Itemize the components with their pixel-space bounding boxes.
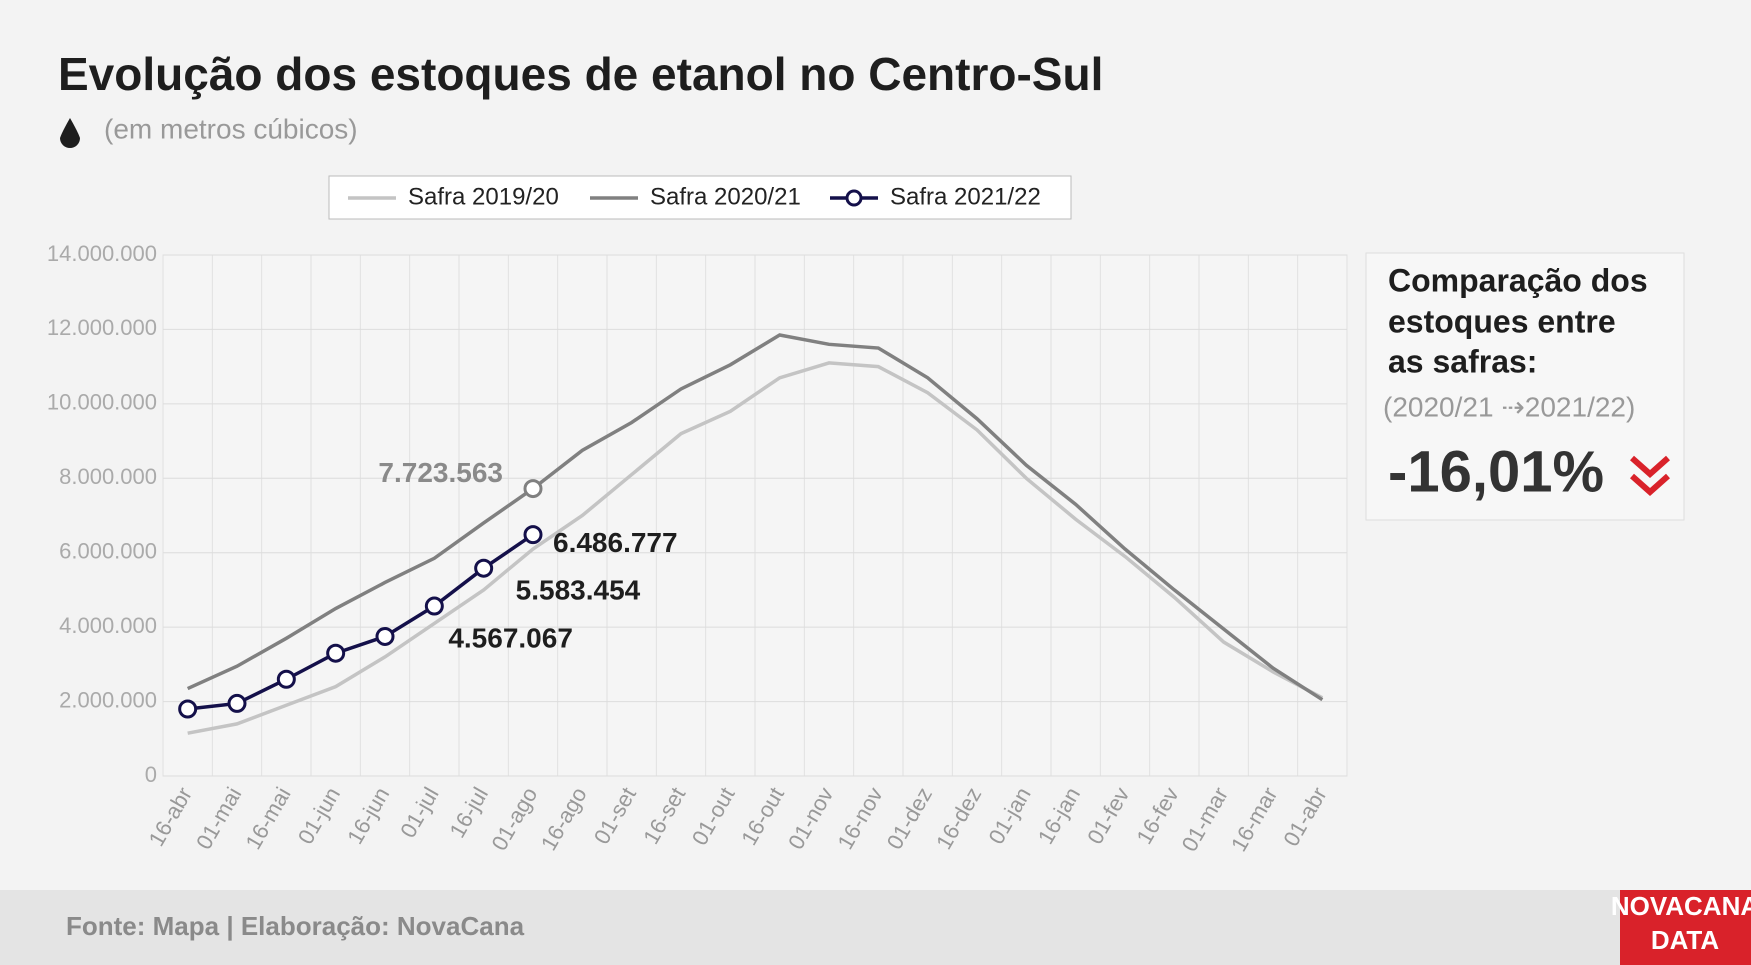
point-marker <box>326 643 346 663</box>
panel-period: (2020/21 ⇢2021/22) <box>1383 391 1635 422</box>
point-marker <box>178 699 198 719</box>
legend-box <box>328 175 1072 220</box>
logo-text: NOVACANA <box>1611 891 1751 921</box>
legend-label: Safra 2020/21 <box>650 183 801 210</box>
legend-marker <box>845 189 863 207</box>
panel-title: as safras: <box>1388 343 1537 379</box>
down-icon <box>1630 455 1670 497</box>
data-label: 4.567.067 <box>448 622 573 653</box>
y-tick-label: 8.000.000 <box>59 464 157 489</box>
legend-label: Safra 2019/20 <box>408 183 559 210</box>
footer <box>0 890 1751 965</box>
y-tick-label: 0 <box>145 762 157 787</box>
y-tick-label: 4.000.000 <box>59 613 157 638</box>
footer-source: Fonte: Mapa | Elaboração: NovaCana <box>66 911 525 941</box>
data-label: 7.723.563 <box>378 457 503 488</box>
point-marker <box>375 626 395 646</box>
series-line <box>186 333 1324 702</box>
point-marker <box>523 525 543 545</box>
drop-icon <box>60 118 80 148</box>
chart-title: Evolução dos estoques de etanol no Centr… <box>58 48 1103 100</box>
panel-title: Comparação dos <box>1388 262 1648 298</box>
point-marker <box>227 693 247 713</box>
y-tick-label: 2.000.000 <box>59 687 157 712</box>
data-label: 5.583.454 <box>516 575 641 606</box>
panel-title: estoques entre <box>1388 303 1616 339</box>
point-marker <box>276 669 296 689</box>
point-marker <box>474 558 494 578</box>
plot: 0 2.000.000 4.000.000 6.000.000 8.000.000 10.… <box>47 241 1348 856</box>
point-marker <box>523 479 543 499</box>
panel <box>1365 252 1685 521</box>
panel-change: -16,01% <box>1388 439 1604 504</box>
y-tick-label: 10.000.000 <box>47 390 157 415</box>
y-tick-label: 12.000.000 <box>47 315 157 340</box>
y-tick-label: 6.000.000 <box>59 539 157 564</box>
logo-text: DATA <box>1651 925 1720 955</box>
point-marker <box>424 596 444 616</box>
legend-label: Safra 2021/22 <box>890 183 1041 210</box>
series-line <box>187 361 1324 735</box>
logo <box>1620 890 1751 965</box>
y-tick-label: 14.000.000 <box>47 241 157 266</box>
data-label: 6.486.777 <box>553 527 678 558</box>
chart-subtitle: (em metros cúbicos) <box>104 113 358 144</box>
